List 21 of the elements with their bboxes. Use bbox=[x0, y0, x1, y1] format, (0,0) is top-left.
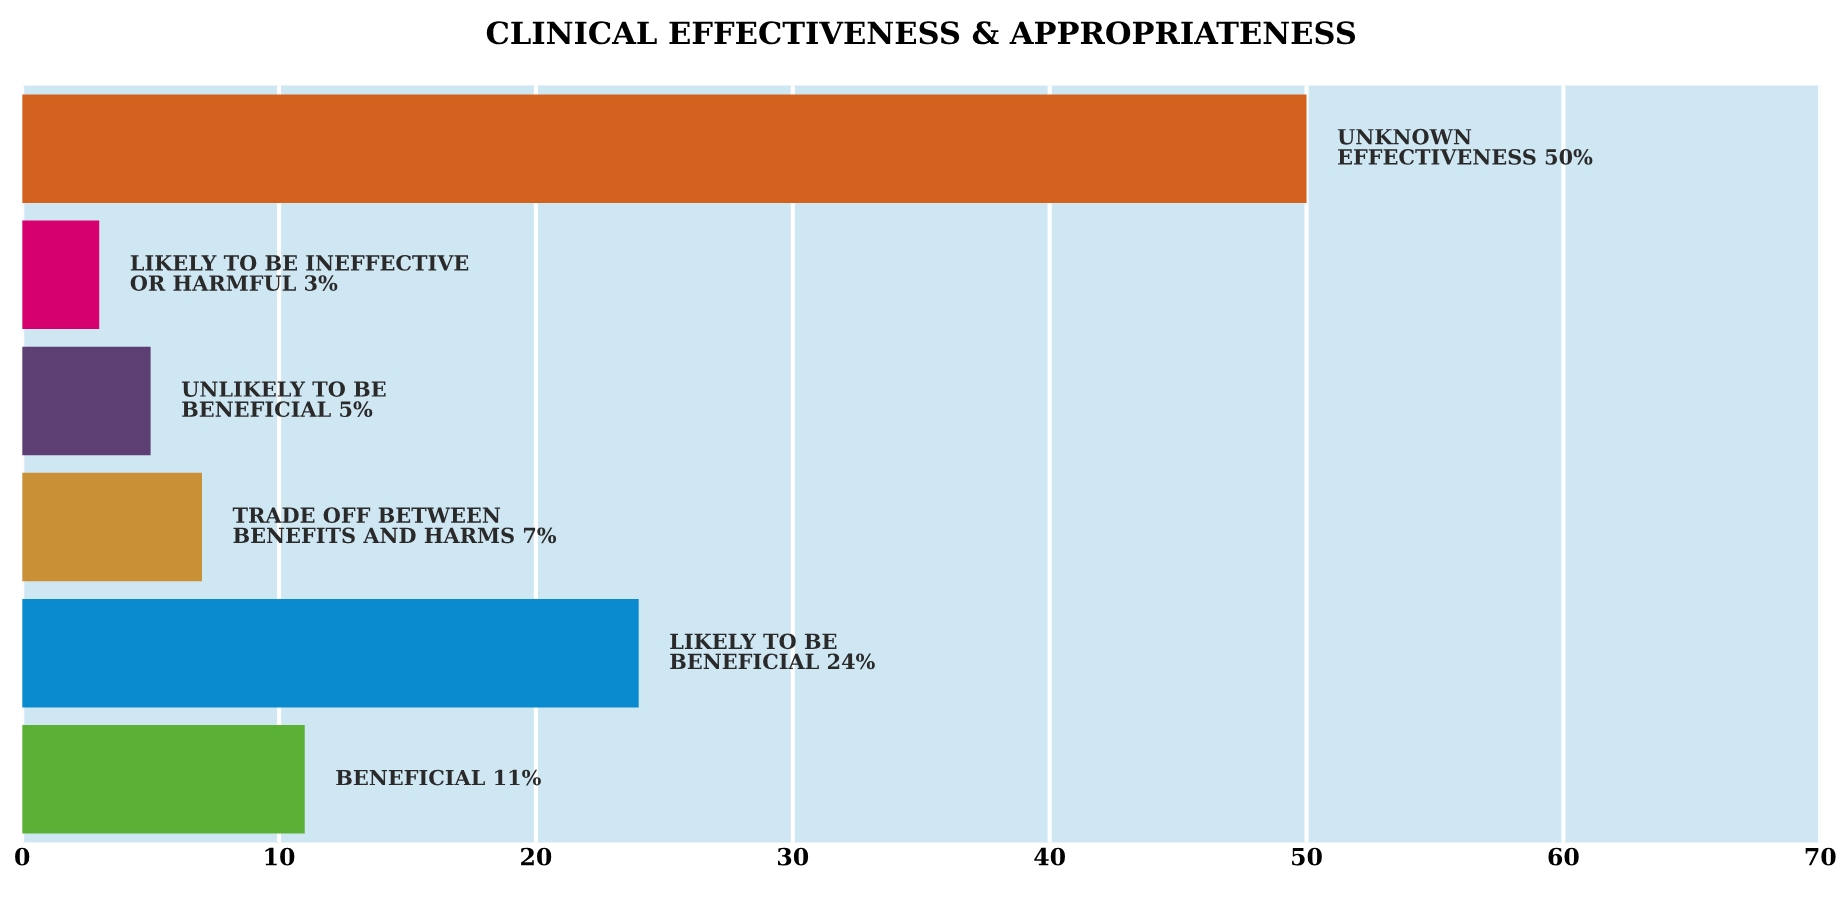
x-tick-label: 50 bbox=[1292, 847, 1322, 866]
category-label: UNKNOWN EFFECTIVENESS 50% bbox=[1337, 128, 1593, 165]
bar bbox=[22, 725, 305, 834]
x-tick-label: 70 bbox=[1805, 847, 1836, 866]
x-tick-label: 30 bbox=[778, 847, 809, 866]
x-tick-label: 0 bbox=[15, 847, 30, 866]
category-label: LIKELY TO BE BENEFICIAL 24% bbox=[670, 633, 875, 670]
bar bbox=[22, 472, 202, 582]
x-tick-label: 60 bbox=[1548, 847, 1579, 866]
chart-title: CLINICAL EFFECTIVENESS & APPROPRIATENESS bbox=[486, 21, 1356, 45]
x-tick-label: 10 bbox=[265, 847, 295, 866]
category-label: TRADE OFF BETWEEN BENEFITS AND HARMS 7% bbox=[232, 507, 557, 544]
category-label: BENEFICIAL 11% bbox=[336, 769, 541, 786]
x-tick-label: 20 bbox=[521, 847, 552, 866]
category-label: UNLIKELY TO BE BENEFICIAL 5% bbox=[181, 381, 386, 418]
x-tick-label: 40 bbox=[1034, 847, 1065, 866]
bar bbox=[22, 94, 1307, 203]
category-label: LIKELY TO BE INEFFECTIVE OR HARMFUL 3% bbox=[130, 255, 469, 291]
bar bbox=[22, 220, 100, 330]
bar bbox=[22, 598, 639, 708]
bar bbox=[22, 346, 151, 456]
